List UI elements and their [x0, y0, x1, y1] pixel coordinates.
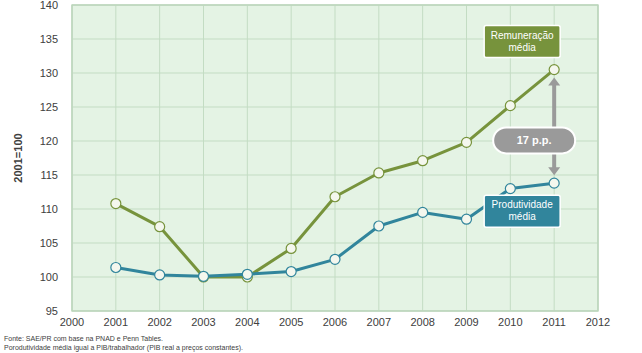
chart: 95 100 105 110 115 120 125 130 135 140 2000 2001 200…: [0, 0, 642, 353]
point: [549, 178, 559, 188]
arrow-head: [548, 167, 560, 175]
plot-area: [72, 5, 598, 311]
x-tick-label: 2007: [367, 316, 391, 328]
x-tick-label: 2009: [454, 316, 478, 328]
point: [505, 184, 515, 194]
series-label-box: [484, 26, 560, 58]
x-tick-label: 2010: [498, 316, 522, 328]
point: [374, 168, 384, 178]
y-tick-label: 115: [40, 169, 58, 181]
grid-line: [378, 5, 379, 311]
x-tick-label: 2012: [586, 316, 610, 328]
grid-line: [291, 5, 292, 311]
point: [111, 199, 121, 209]
point: [330, 192, 340, 202]
x-tick-label: 2003: [191, 316, 215, 328]
point: [286, 267, 296, 277]
grid-line: [159, 5, 160, 311]
point: [549, 65, 559, 75]
series-label-box: [484, 195, 560, 227]
y-axis-title: 2001=100: [12, 133, 24, 182]
point: [286, 243, 296, 253]
annotation: 17 p.p.: [517, 134, 552, 146]
series-group: [111, 65, 559, 282]
annotation-box: [493, 127, 575, 153]
y-tick-label: 95: [46, 305, 58, 317]
grid-line: [203, 5, 204, 311]
series-label: Produtividademédia: [492, 199, 554, 222]
x-tick-label: 2004: [235, 316, 259, 328]
series-label: Remuneraçãomédia: [491, 30, 554, 53]
point: [418, 207, 428, 217]
point: [111, 262, 121, 272]
point: [155, 222, 165, 232]
arrow-head: [548, 78, 560, 86]
x-tick-label: 2008: [410, 316, 434, 328]
point: [330, 254, 340, 264]
point: [199, 272, 209, 282]
point: [462, 214, 472, 224]
x-tick-label: 2000: [60, 316, 84, 328]
plot-frame: [72, 5, 598, 311]
grid-line: [247, 5, 248, 311]
x-tick-label: 2011: [542, 316, 566, 328]
y-tick-label: 130: [40, 67, 58, 79]
series-line: [116, 70, 554, 277]
note: Porodutividade média igual a PIB/trabalh…: [4, 344, 243, 352]
y-tick-label: 140: [40, 0, 58, 11]
x-tick-label: 2005: [279, 316, 303, 328]
point: [374, 221, 384, 231]
grid-line: [466, 5, 467, 311]
grid-line: [335, 5, 336, 311]
y-tick-label: 120: [40, 135, 58, 147]
point: [505, 101, 515, 111]
point: [155, 270, 165, 280]
y-tick-label: 125: [40, 101, 58, 113]
point: [418, 156, 428, 166]
x-tick-label: 2001: [104, 316, 128, 328]
point: [242, 269, 252, 279]
y-tick-label: 105: [40, 237, 58, 249]
y-tick-label: 110: [40, 203, 58, 215]
y-tick-label: 100: [40, 271, 58, 283]
x-tick-label: 2002: [147, 316, 171, 328]
x-tick-label: 2006: [323, 316, 347, 328]
point: [462, 137, 472, 147]
y-tick-label: 135: [40, 33, 58, 45]
source: Fonte: SAE/PR com base na PNAD e Penn Ta…: [4, 335, 163, 342]
point: [199, 271, 209, 281]
